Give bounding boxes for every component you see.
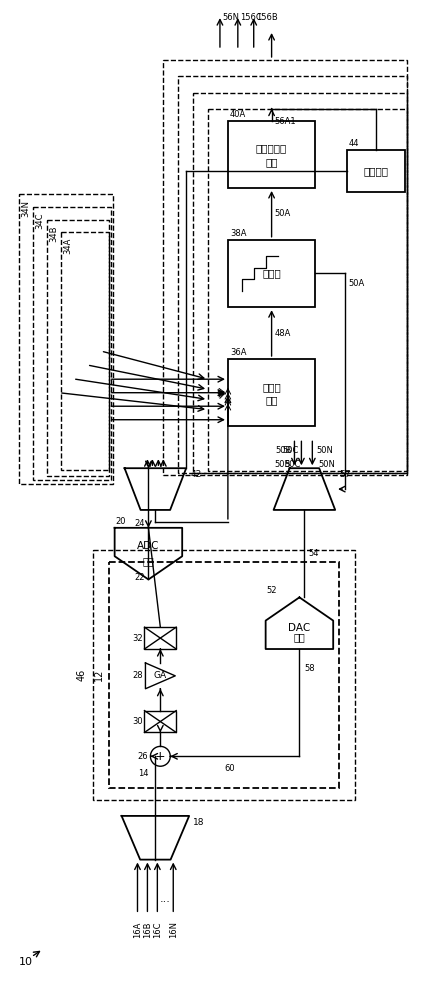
Text: DAC: DAC: [288, 623, 310, 633]
Text: ADC: ADC: [137, 541, 159, 551]
Text: +: +: [155, 750, 166, 763]
Text: 156B: 156B: [256, 13, 277, 22]
Text: 电路: 电路: [143, 556, 154, 566]
Text: 34A: 34A: [63, 238, 72, 254]
Text: 50B: 50B: [274, 460, 291, 469]
Text: 16A: 16A: [133, 921, 142, 938]
Text: 控制电路: 控制电路: [363, 166, 388, 176]
Text: 34B: 34B: [49, 226, 58, 242]
Text: 30: 30: [132, 717, 143, 726]
Bar: [163, 60, 407, 475]
Text: 50N: 50N: [318, 460, 335, 469]
Text: 48A: 48A: [275, 329, 291, 338]
Text: 56A1: 56A1: [275, 117, 296, 126]
Text: 16B: 16B: [143, 921, 152, 938]
Text: 50A: 50A: [348, 279, 364, 288]
Text: 50C: 50C: [282, 446, 298, 455]
Text: 滤波器: 滤波器: [262, 382, 281, 392]
Text: 38A: 38A: [230, 229, 246, 238]
Text: 12: 12: [94, 669, 104, 681]
Text: 14: 14: [138, 769, 148, 778]
Bar: [208, 109, 407, 471]
Text: 36A: 36A: [230, 348, 246, 357]
Text: 54: 54: [308, 549, 319, 558]
Text: 50B: 50B: [275, 446, 291, 455]
Text: 50N: 50N: [316, 446, 333, 455]
Bar: [109, 562, 339, 788]
Text: 40A: 40A: [230, 110, 246, 119]
Text: 46: 46: [77, 669, 87, 681]
Text: 10: 10: [19, 957, 33, 967]
Text: 量化器: 量化器: [262, 268, 281, 278]
Text: 156C: 156C: [240, 13, 261, 22]
Text: 56N: 56N: [222, 13, 239, 22]
Text: 44: 44: [349, 139, 360, 148]
Text: 32: 32: [132, 634, 143, 643]
Text: 电路: 电路: [265, 396, 278, 406]
Text: 20: 20: [115, 517, 126, 526]
Bar: [193, 93, 407, 473]
Text: 52: 52: [266, 586, 277, 595]
Text: 电路: 电路: [294, 633, 305, 643]
Bar: [19, 194, 113, 484]
Text: ...: ...: [160, 894, 171, 904]
Text: 50C: 50C: [284, 460, 300, 469]
Text: 18: 18: [193, 818, 205, 827]
Bar: [347, 150, 405, 192]
Text: 16N: 16N: [169, 921, 178, 938]
Bar: [47, 220, 109, 476]
Text: 58: 58: [305, 664, 315, 673]
Text: 57: 57: [339, 470, 351, 479]
Bar: [144, 711, 176, 732]
Text: 60: 60: [225, 764, 235, 773]
Text: 50A: 50A: [275, 209, 291, 218]
Text: 26: 26: [138, 752, 148, 761]
Text: 22: 22: [134, 573, 144, 582]
Text: 42: 42: [190, 470, 201, 479]
Bar: [178, 76, 407, 473]
Bar: [33, 207, 111, 480]
Text: 28: 28: [133, 671, 143, 680]
Text: 34C: 34C: [35, 213, 44, 229]
Bar: [228, 121, 315, 188]
Text: 抽取滤波器: 抽取滤波器: [256, 143, 287, 153]
Text: 电路: 电路: [265, 157, 278, 167]
Text: GA: GA: [154, 671, 167, 680]
Bar: [228, 359, 315, 426]
Bar: [228, 240, 315, 307]
Text: 16C: 16C: [153, 921, 162, 938]
Text: 24: 24: [134, 519, 144, 528]
Bar: [93, 550, 355, 800]
Bar: [61, 232, 109, 470]
Text: 34N: 34N: [21, 200, 30, 217]
Bar: [144, 627, 176, 649]
